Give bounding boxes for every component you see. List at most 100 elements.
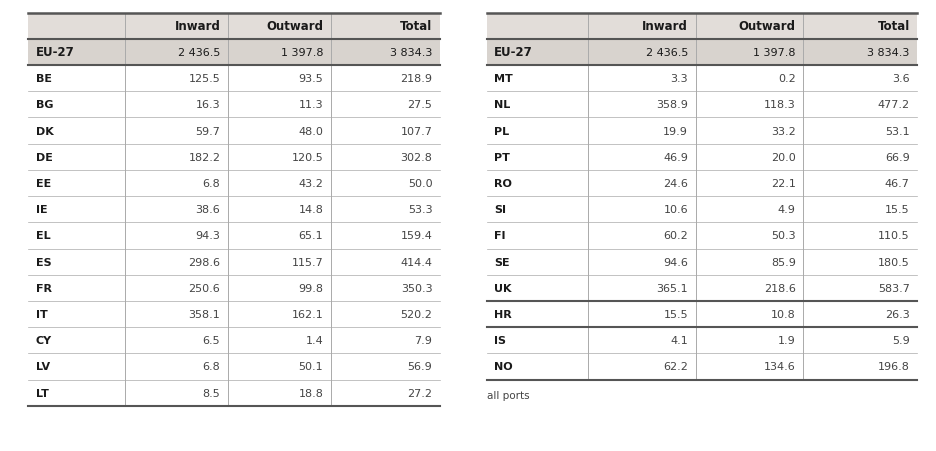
Text: 50.3: 50.3 <box>771 231 796 241</box>
Text: 66.9: 66.9 <box>885 152 910 162</box>
Bar <box>487 354 917 380</box>
Bar <box>487 118 917 144</box>
Text: 302.8: 302.8 <box>401 152 432 162</box>
Text: 350.3: 350.3 <box>401 283 432 293</box>
Text: SE: SE <box>494 257 510 267</box>
Text: 583.7: 583.7 <box>878 283 910 293</box>
Text: RO: RO <box>494 179 512 189</box>
Bar <box>28 40 440 66</box>
Bar <box>28 66 440 92</box>
Text: 159.4: 159.4 <box>401 231 432 241</box>
Bar <box>487 144 917 170</box>
Text: 2 436.5: 2 436.5 <box>646 48 688 58</box>
Text: 125.5: 125.5 <box>188 74 220 84</box>
Text: 1 397.8: 1 397.8 <box>753 48 796 58</box>
Bar <box>487 92 917 118</box>
Text: 26.3: 26.3 <box>885 309 910 319</box>
Text: 16.3: 16.3 <box>196 100 220 110</box>
Text: PL: PL <box>494 126 509 136</box>
Text: 50.0: 50.0 <box>408 179 432 189</box>
Text: 298.6: 298.6 <box>188 257 220 267</box>
Text: Inward: Inward <box>174 20 220 33</box>
Text: 10.8: 10.8 <box>771 309 796 319</box>
Bar <box>28 275 440 301</box>
Text: 27.5: 27.5 <box>407 100 432 110</box>
Text: 8.5: 8.5 <box>202 388 220 398</box>
Text: 94.3: 94.3 <box>196 231 220 241</box>
Text: EU-27: EU-27 <box>494 46 533 59</box>
Text: 48.0: 48.0 <box>299 126 323 136</box>
Bar <box>487 197 917 223</box>
Text: 110.5: 110.5 <box>878 231 910 241</box>
Text: IT: IT <box>36 309 48 319</box>
Text: 59.7: 59.7 <box>196 126 220 136</box>
Text: 5.9: 5.9 <box>892 336 910 345</box>
Text: 218.6: 218.6 <box>764 283 796 293</box>
Text: 53.3: 53.3 <box>408 205 432 215</box>
Bar <box>487 249 917 275</box>
Text: SI: SI <box>494 205 506 215</box>
Text: EE: EE <box>36 179 51 189</box>
Text: 365.1: 365.1 <box>656 283 688 293</box>
Text: Total: Total <box>401 20 432 33</box>
Text: 15.5: 15.5 <box>885 205 910 215</box>
Text: 6.5: 6.5 <box>203 336 220 345</box>
Text: 6.8: 6.8 <box>202 179 220 189</box>
Bar <box>28 118 440 144</box>
Text: 14.8: 14.8 <box>299 205 323 215</box>
Bar <box>487 327 917 354</box>
Text: 1.9: 1.9 <box>778 336 796 345</box>
Bar <box>487 301 917 327</box>
Text: 46.9: 46.9 <box>664 152 688 162</box>
Text: 1.4: 1.4 <box>305 336 323 345</box>
Bar <box>28 249 440 275</box>
Text: 180.5: 180.5 <box>878 257 910 267</box>
Text: 22.1: 22.1 <box>771 179 796 189</box>
Text: 27.2: 27.2 <box>407 388 432 398</box>
Text: CY: CY <box>36 336 51 345</box>
Text: DK: DK <box>36 126 53 136</box>
Text: 4.1: 4.1 <box>670 336 688 345</box>
Text: 6.8: 6.8 <box>202 362 220 372</box>
Text: Total: Total <box>878 20 910 33</box>
Text: 38.6: 38.6 <box>196 205 220 215</box>
Bar <box>28 223 440 249</box>
Text: LT: LT <box>36 388 49 398</box>
Text: EL: EL <box>36 231 51 241</box>
Text: Inward: Inward <box>642 20 688 33</box>
Text: 477.2: 477.2 <box>878 100 910 110</box>
Text: NO: NO <box>494 362 513 372</box>
Text: 99.8: 99.8 <box>299 283 323 293</box>
Text: 65.1: 65.1 <box>299 231 323 241</box>
Text: DE: DE <box>36 152 52 162</box>
Text: 196.8: 196.8 <box>878 362 910 372</box>
Text: 62.2: 62.2 <box>664 362 688 372</box>
Bar <box>28 354 440 380</box>
Text: NL: NL <box>494 100 510 110</box>
Text: 3 834.3: 3 834.3 <box>390 48 432 58</box>
Bar <box>28 170 440 197</box>
Text: 182.2: 182.2 <box>188 152 220 162</box>
Text: 4.9: 4.9 <box>778 205 796 215</box>
Bar <box>487 14 917 40</box>
Text: 3.3: 3.3 <box>670 74 688 84</box>
Bar <box>28 327 440 354</box>
Bar <box>28 144 440 170</box>
Text: 520.2: 520.2 <box>401 309 432 319</box>
Text: 53.1: 53.1 <box>885 126 910 136</box>
Text: 93.5: 93.5 <box>299 74 323 84</box>
Text: FR: FR <box>36 283 51 293</box>
Text: 24.6: 24.6 <box>664 179 688 189</box>
Text: 11.3: 11.3 <box>299 100 323 110</box>
Text: MT: MT <box>494 74 513 84</box>
Bar <box>487 170 917 197</box>
Bar <box>28 14 440 40</box>
Text: EU-27: EU-27 <box>36 46 74 59</box>
Text: 115.7: 115.7 <box>291 257 323 267</box>
Text: BE: BE <box>36 74 51 84</box>
Text: 358.9: 358.9 <box>656 100 688 110</box>
Text: FI: FI <box>494 231 505 241</box>
Text: 94.6: 94.6 <box>664 257 688 267</box>
Text: 33.2: 33.2 <box>771 126 796 136</box>
Text: HR: HR <box>494 309 512 319</box>
